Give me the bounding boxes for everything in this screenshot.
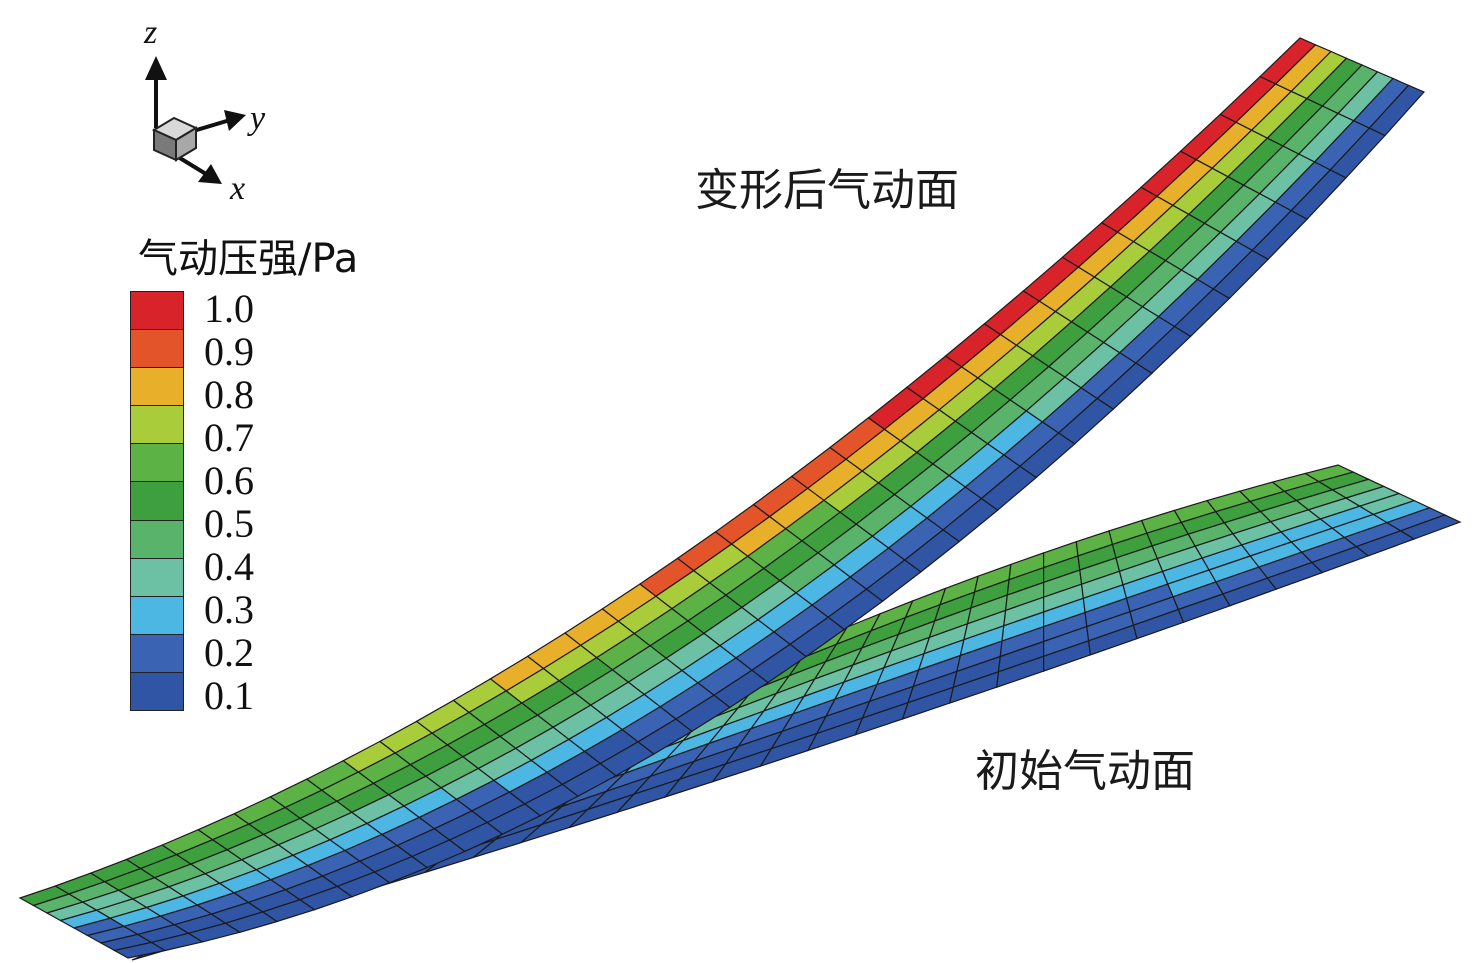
legend-swatch xyxy=(131,520,183,559)
mesh-cell xyxy=(1399,514,1462,540)
legend-swatch xyxy=(131,330,183,369)
legend-swatch xyxy=(131,558,183,597)
legend-tick-label: 0.4 xyxy=(204,544,254,589)
legend-tick-label: 0.3 xyxy=(204,587,254,632)
legend-title: 气动压强/Pa xyxy=(138,236,359,282)
legend-tick-label: 0.1 xyxy=(204,673,254,718)
legend-swatch xyxy=(131,444,183,483)
legend-swatch xyxy=(131,406,183,445)
legend-tick-label: 0.2 xyxy=(204,630,254,675)
color-legend-bar xyxy=(130,291,184,711)
legend-tick-label: 0.9 xyxy=(204,329,254,374)
legend-swatch xyxy=(131,596,183,635)
legend-swatch xyxy=(131,672,183,711)
x-axis-label: x xyxy=(230,170,246,207)
initial-surface-label: 初始气动面 xyxy=(975,746,1195,797)
z-axis-arrow-icon xyxy=(145,56,167,80)
legend-ticks: 1.0 0.9 0.8 0.7 0.6 0.5 0.4 0.3 0.2 0.1 xyxy=(204,285,294,718)
legend-swatch xyxy=(131,292,183,331)
axis-triad xyxy=(145,56,246,184)
z-axis-label: z xyxy=(144,14,158,51)
cube-right-icon xyxy=(175,126,197,162)
legend-swatch xyxy=(131,634,183,673)
legend-tick-label: 0.7 xyxy=(204,415,254,460)
legend-tick-label: 1.0 xyxy=(204,286,254,331)
deformed-surface-label: 变形后气动面 xyxy=(695,165,959,216)
y-axis-arrow-icon xyxy=(224,110,246,131)
legend-tick-label: 0.8 xyxy=(204,372,254,417)
legend-tick-label: 0.5 xyxy=(204,501,254,546)
legend-tick-label: 0.6 xyxy=(204,458,254,503)
legend-swatch xyxy=(131,482,183,521)
mesh-cell xyxy=(1368,84,1426,137)
y-axis-label: y xyxy=(250,100,266,137)
legend-swatch xyxy=(131,368,183,407)
deformed-aero-surface xyxy=(18,37,1426,959)
x-axis-arrow-icon xyxy=(198,164,222,184)
